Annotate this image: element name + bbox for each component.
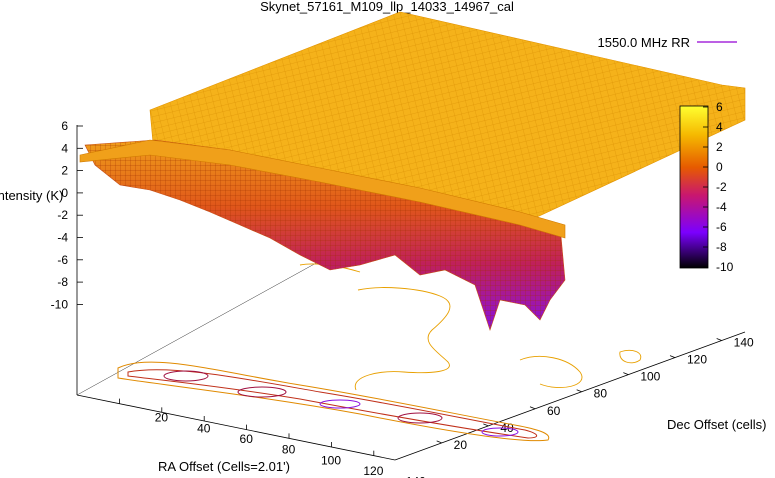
colorbar-tick-label: 2 [716,140,723,154]
legend: 1550.0 MHz RR [598,35,737,50]
contour-ring-2 [237,386,287,398]
contour-ring-4 [397,412,443,424]
surface-front-rim [79,139,566,239]
y-tick-mark [529,406,536,410]
y-tick-label: 20 [454,438,468,452]
y-tick-label: 120 [687,353,707,367]
z-ticks: 6 4 2 0 -2 -4 -6 -8 -10 [51,119,83,311]
x-axis-label: RA Offset (Cells=2.01') [158,459,290,474]
x-tick-label: 120 [363,464,383,478]
contour-mid [127,369,538,439]
z-axis-label: Intensity (K) [0,188,63,203]
colorbar-tick-label: 0 [716,160,723,174]
x-tick-label: 100 [321,453,341,467]
colorbar-tick-label: -2 [716,180,727,194]
colorbar-tick-label: 6 [716,100,723,114]
y-tick-label: 140 [734,336,754,350]
z-tick-label: 0 [61,186,68,200]
z-tick-label: -10 [51,297,69,311]
colorbar-tick-label: -4 [716,200,727,214]
z-tick-label: -4 [57,231,68,245]
contour-ring-5 [481,427,519,437]
x-tick-label: 80 [282,443,296,457]
colorbar-tick-label: -6 [716,220,727,234]
colorbar-ticks: 6 4 2 0 -2 -4 -6 -8 -10 [703,100,734,274]
z-tick-label: 6 [61,119,68,133]
y-axis-label: Dec Offset (cells) [667,417,766,432]
z-tick-label: 2 [61,164,68,178]
z-tick-label: -8 [57,275,68,289]
z-tick-label: -6 [57,253,68,267]
contour-projection [117,263,642,442]
y-tick-mark [623,372,629,376]
legend-label: 1550.0 MHz RR [598,35,690,50]
base-plane [76,261,746,461]
x-ticks: 20 40 60 80 100 120 140 [119,398,426,478]
y-tick-mark [669,355,676,358]
contour-ring-1 [163,370,209,382]
contour-outer [117,361,550,442]
colorbar-tick-label: 4 [716,120,723,134]
z-tick-label: -2 [57,208,68,222]
z-tick-label: 4 [61,141,68,155]
y-tick-mark [576,389,582,393]
colorbar-tick-label: -10 [716,260,734,274]
colorbar-tick-label: -8 [716,240,727,254]
x-tick-label: 60 [240,432,254,446]
y-tick-mark [436,440,442,444]
y-tick-label: 100 [640,370,660,384]
contour-orange-1 [354,287,451,391]
y-tick-mark [483,423,489,427]
x-tick-label: 140 [406,475,426,478]
colorbar: 6 4 2 0 -2 -4 -6 -8 -10 [679,100,734,274]
x-tick-label: 40 [197,421,211,435]
chart-title: Skynet_57161_M109_llp_14033_14967_cal [260,0,514,14]
y-tick-label: 60 [547,404,561,418]
contour-orange-3 [619,349,642,364]
y-tick-label: 80 [594,387,608,401]
y-tick-mark [716,338,722,341]
x-tick-label: 20 [155,411,169,425]
surface-mesh [79,11,746,331]
contour-orange-2 [519,355,583,389]
contour-ring-3 [319,399,361,409]
